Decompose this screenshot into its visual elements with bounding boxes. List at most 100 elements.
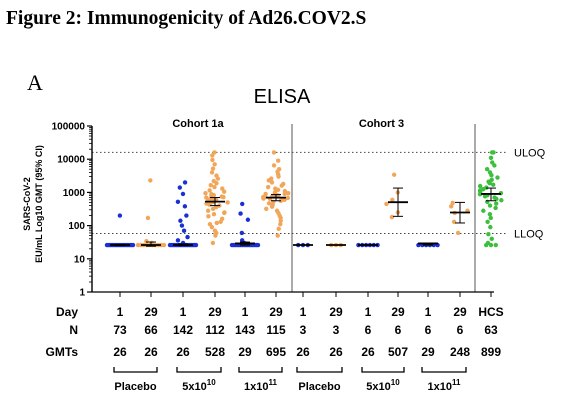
data-point	[214, 173, 219, 178]
data-point	[212, 150, 217, 155]
dose-label-exponent: 11	[269, 378, 278, 387]
data-point	[275, 233, 280, 238]
cell-n: 112	[205, 323, 225, 337]
panel-label: A	[27, 70, 43, 95]
cell-gmt: 528	[205, 345, 225, 359]
data-point	[493, 205, 498, 211]
reference-label: ULOQ	[514, 147, 546, 159]
cell-gmt: 26	[176, 345, 190, 359]
data-point	[185, 234, 190, 240]
cell-gmt: 29	[421, 345, 435, 359]
dose-label: 1x1011	[428, 378, 461, 393]
data-point	[486, 232, 491, 237]
data-point	[276, 226, 281, 232]
data-point	[389, 214, 395, 220]
cell-day: 29	[329, 305, 343, 319]
data-point	[278, 222, 283, 227]
data-point	[271, 150, 277, 155]
data-point	[221, 194, 226, 200]
data-point	[485, 240, 491, 246]
data-point	[148, 178, 153, 183]
data-point	[175, 199, 181, 205]
dose-label-base: Placebo	[298, 381, 340, 393]
data-point	[205, 208, 211, 213]
data-point	[487, 203, 493, 208]
data-point	[266, 201, 272, 206]
data-point	[214, 220, 219, 226]
cell-day: 1	[365, 305, 372, 319]
cell-gmt: 695	[266, 345, 286, 359]
cell-gmt: 507	[388, 345, 408, 359]
data-point	[286, 190, 291, 196]
dose-label: 5x1010	[366, 378, 400, 393]
data-point	[488, 224, 493, 230]
data-point	[487, 170, 493, 175]
cell-n: 142	[173, 323, 193, 337]
cell-day: 1	[300, 305, 307, 319]
data-point	[450, 200, 455, 206]
data-point	[492, 195, 497, 200]
cell-gmt: 29	[238, 345, 252, 359]
data-point	[274, 208, 280, 213]
cell-n: 3	[333, 323, 340, 337]
data-point	[488, 155, 494, 161]
data-point	[485, 219, 490, 225]
y-tick-label: 100	[68, 221, 85, 232]
data-point	[499, 198, 504, 203]
row-label-n: N	[69, 323, 78, 337]
data-point	[239, 230, 245, 236]
y-tick-label: 1	[79, 288, 85, 299]
data-point	[211, 193, 217, 198]
data-point	[180, 191, 186, 197]
data-point	[484, 166, 490, 172]
data-point	[144, 238, 149, 244]
data-point	[491, 182, 496, 187]
cell-gmt: 26	[329, 345, 343, 359]
data-point	[481, 208, 486, 213]
data-point	[145, 215, 151, 221]
data-point	[204, 195, 209, 200]
dose-bracket	[113, 367, 158, 373]
data-point	[490, 160, 495, 165]
data-point	[488, 215, 493, 221]
data-point	[210, 166, 216, 171]
data-point	[273, 186, 278, 191]
dose-label-base: 5x10	[182, 381, 206, 393]
data-point	[276, 166, 282, 172]
dose-label-base: 5x10	[366, 381, 390, 393]
data-point	[282, 197, 287, 202]
data-point	[455, 230, 461, 236]
dose-bracket	[176, 367, 222, 373]
dose-label-exponent: 10	[391, 378, 400, 387]
cell-n: 6	[365, 323, 372, 337]
gmt-markers	[110, 187, 501, 247]
dose-label: 1x1011	[244, 378, 277, 393]
data-point	[384, 201, 389, 207]
data-point	[178, 218, 183, 223]
cohort-label: Cohort 3	[359, 118, 404, 130]
y-axis-label-line2: EU/mL Log10 GMT (95% CI)	[34, 145, 44, 263]
data-point	[489, 150, 495, 155]
y-tick-label: 1000	[63, 188, 86, 199]
data-point	[495, 175, 500, 180]
cell-n: 6	[395, 323, 402, 337]
data-point	[269, 180, 275, 185]
reference-lines: ULOQ LLOQ Cohort 1a Cohort 3	[92, 118, 546, 292]
cell-day: 1	[117, 305, 124, 319]
data-point	[240, 201, 245, 207]
dose-label: 5x1010	[182, 378, 216, 393]
data-point	[182, 204, 188, 209]
y-tick-label: 10000	[57, 155, 85, 166]
data-point	[477, 183, 483, 189]
reference-label: LLOQ	[514, 228, 544, 240]
cell-n: 6	[425, 323, 432, 337]
data-point	[487, 212, 493, 217]
data-point	[210, 240, 216, 246]
data-point	[181, 228, 187, 233]
data-point	[264, 206, 269, 212]
data-point	[493, 242, 498, 248]
data-point	[225, 200, 230, 205]
cell-n: 73	[113, 323, 127, 337]
data-point	[245, 217, 251, 222]
